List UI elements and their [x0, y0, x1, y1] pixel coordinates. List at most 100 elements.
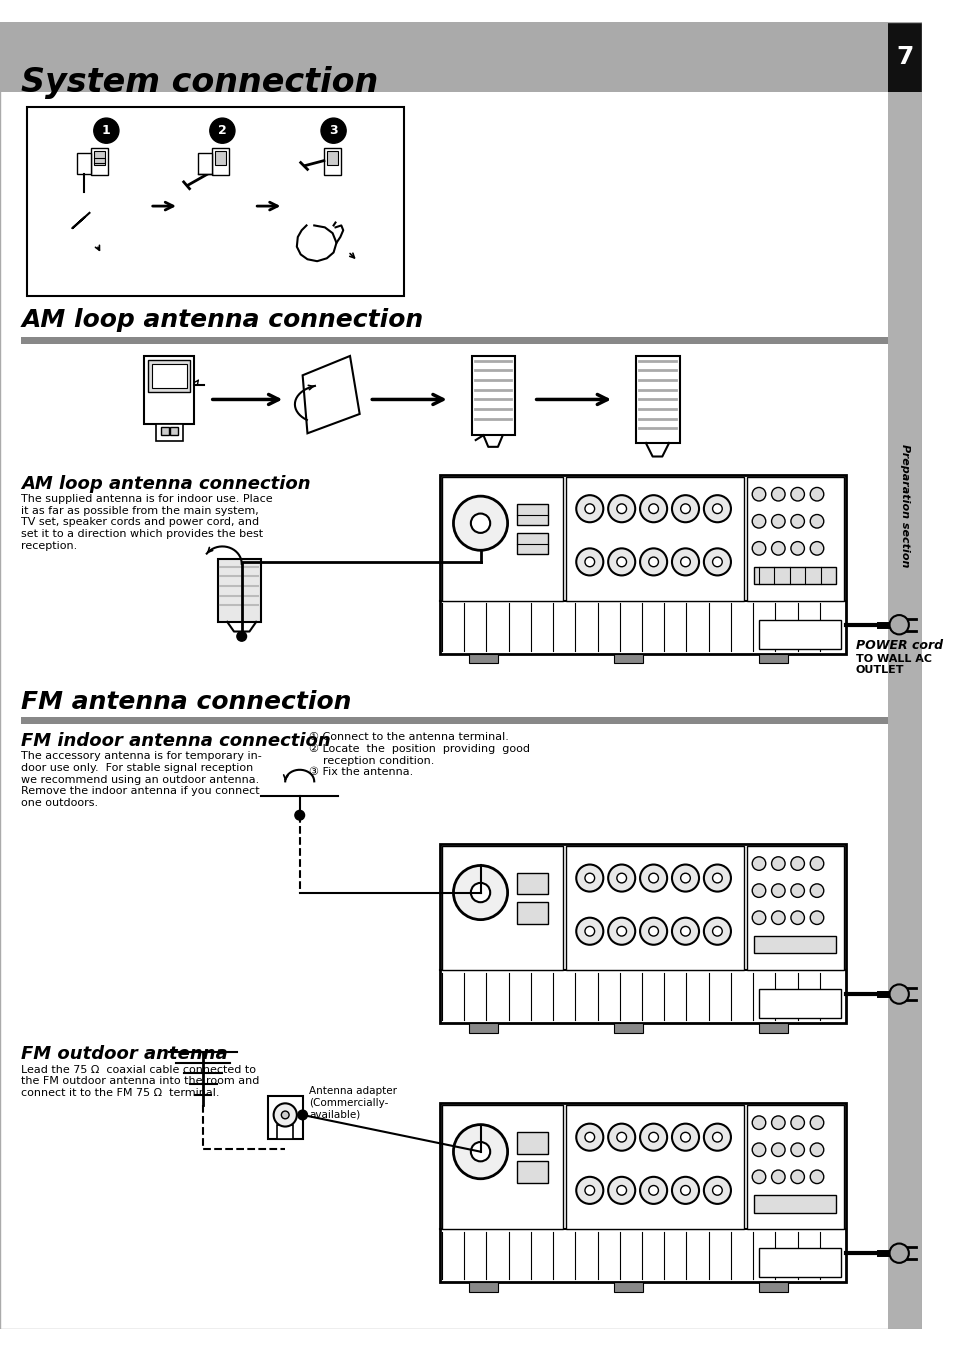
Bar: [327, 151, 338, 165]
Text: FM outdoor antenna: FM outdoor antenna: [21, 1046, 228, 1063]
Bar: [746, 477, 843, 601]
Circle shape: [751, 884, 765, 897]
Circle shape: [671, 549, 699, 576]
Circle shape: [617, 504, 626, 513]
Circle shape: [648, 927, 658, 936]
Bar: [21, 336, 886, 345]
Bar: [759, 989, 841, 1019]
Circle shape: [771, 542, 784, 555]
Bar: [439, 844, 845, 1023]
Circle shape: [639, 917, 666, 944]
Circle shape: [790, 911, 803, 924]
Circle shape: [712, 927, 721, 936]
Bar: [198, 153, 212, 174]
Bar: [614, 1282, 642, 1292]
Bar: [268, 1096, 302, 1139]
Bar: [472, 355, 515, 435]
Circle shape: [607, 1124, 635, 1151]
Circle shape: [584, 873, 594, 884]
Bar: [439, 474, 845, 654]
Circle shape: [576, 865, 602, 892]
Circle shape: [639, 1124, 666, 1151]
Circle shape: [751, 515, 765, 528]
Bar: [746, 1105, 843, 1229]
Circle shape: [648, 504, 658, 513]
Circle shape: [703, 1177, 730, 1204]
Circle shape: [648, 1132, 658, 1142]
Text: Lead the 75 Ω  coaxial cable connected to
the FM outdoor antenna into the room a: Lead the 75 Ω coaxial cable connected to…: [21, 1065, 259, 1098]
Bar: [565, 846, 743, 970]
Circle shape: [576, 917, 602, 944]
Circle shape: [679, 557, 690, 566]
Circle shape: [576, 1124, 602, 1151]
Polygon shape: [302, 355, 359, 434]
Circle shape: [771, 1170, 784, 1183]
Text: 3: 3: [329, 124, 337, 138]
Bar: [517, 902, 548, 924]
Circle shape: [584, 504, 594, 513]
Circle shape: [771, 857, 784, 870]
Bar: [746, 846, 843, 970]
Text: TO WALL AC
OUTLET: TO WALL AC OUTLET: [855, 654, 931, 676]
Circle shape: [471, 1142, 490, 1162]
Circle shape: [751, 857, 765, 870]
Circle shape: [639, 496, 666, 523]
Circle shape: [712, 1132, 721, 1142]
Bar: [0, 23, 922, 92]
Circle shape: [607, 917, 635, 944]
Bar: [161, 427, 169, 435]
Bar: [517, 532, 548, 554]
Text: 7: 7: [896, 45, 913, 69]
Circle shape: [671, 917, 699, 944]
Circle shape: [703, 917, 730, 944]
Circle shape: [648, 557, 658, 566]
Circle shape: [771, 884, 784, 897]
Circle shape: [648, 1186, 658, 1196]
Circle shape: [607, 549, 635, 576]
Bar: [565, 477, 743, 601]
Circle shape: [679, 1132, 690, 1142]
Circle shape: [888, 615, 908, 635]
Bar: [754, 1196, 836, 1213]
Bar: [759, 654, 787, 663]
Circle shape: [617, 927, 626, 936]
Circle shape: [617, 1132, 626, 1142]
Text: 2: 2: [218, 124, 227, 138]
Circle shape: [703, 549, 730, 576]
Circle shape: [576, 496, 602, 523]
Bar: [170, 427, 177, 435]
Circle shape: [751, 1170, 765, 1183]
Bar: [214, 151, 226, 165]
Text: The supplied antenna is for indoor use. Place
it as far as possible from the mai: The supplied antenna is for indoor use. …: [21, 494, 273, 551]
Circle shape: [703, 1124, 730, 1151]
Circle shape: [703, 496, 730, 523]
Circle shape: [809, 884, 822, 897]
Circle shape: [617, 557, 626, 566]
Circle shape: [790, 1116, 803, 1129]
Circle shape: [679, 1186, 690, 1196]
Circle shape: [617, 873, 626, 884]
Bar: [886, 92, 922, 1328]
Circle shape: [297, 1111, 307, 1120]
Circle shape: [576, 1177, 602, 1204]
Bar: [754, 566, 836, 584]
Circle shape: [790, 1170, 803, 1183]
Circle shape: [236, 631, 246, 642]
Circle shape: [790, 542, 803, 555]
Circle shape: [771, 1116, 784, 1129]
Bar: [441, 1105, 562, 1229]
Text: FM antenna connection: FM antenna connection: [21, 689, 352, 713]
Text: Preparation section: Preparation section: [899, 444, 909, 567]
Bar: [886, 23, 922, 92]
Circle shape: [471, 513, 490, 532]
Circle shape: [888, 1243, 908, 1263]
Bar: [759, 620, 841, 648]
Bar: [155, 424, 183, 440]
Text: POWER cord: POWER cord: [855, 639, 942, 653]
Circle shape: [584, 557, 594, 566]
Bar: [636, 355, 679, 443]
Circle shape: [274, 1104, 296, 1127]
Bar: [148, 359, 191, 392]
Circle shape: [648, 873, 658, 884]
Circle shape: [790, 884, 803, 897]
